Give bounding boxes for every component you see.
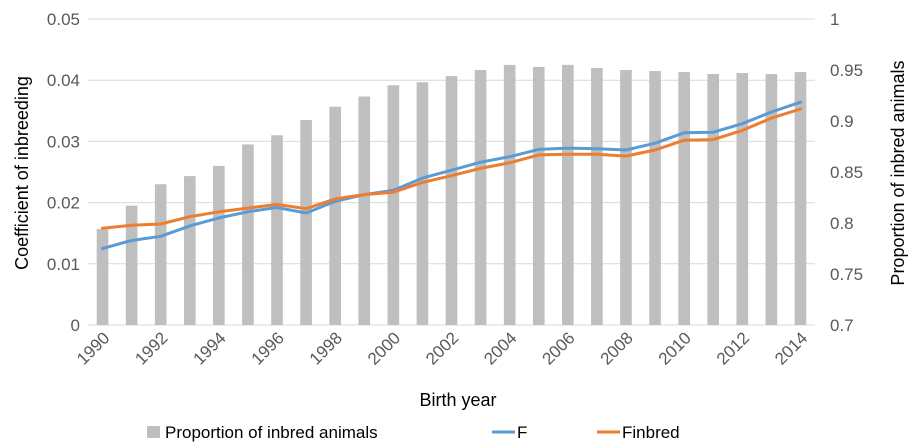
bar xyxy=(358,96,371,326)
bar xyxy=(503,64,516,326)
bar xyxy=(271,135,283,325)
x-tick-label: 2014 xyxy=(771,328,811,368)
bar xyxy=(765,74,778,325)
bar xyxy=(474,70,487,325)
bar xyxy=(242,144,254,325)
bar xyxy=(736,73,749,325)
bar xyxy=(707,74,720,325)
bar xyxy=(532,66,545,325)
y-tick-label-left: 0.02 xyxy=(47,194,80,213)
series-line xyxy=(101,107,802,230)
x-tick-label: 1992 xyxy=(131,328,171,368)
x-tick-label: 1996 xyxy=(248,328,288,368)
right-axis-ticks: 0.7 0.75 0.8 0.85 0.9 0.95 1 xyxy=(830,10,863,335)
y-tick-label-left: 0.05 xyxy=(47,10,80,29)
legend-label-f: F xyxy=(517,423,527,442)
bar xyxy=(213,165,225,325)
bar xyxy=(183,176,196,325)
y-axis-left-title: Coefficient of inbreeding xyxy=(12,76,32,270)
y-tick-label-left: 0 xyxy=(71,316,80,335)
bar xyxy=(445,76,458,326)
line-series xyxy=(101,100,802,250)
bar xyxy=(678,72,690,325)
y-tick-label-right: 0.85 xyxy=(830,163,863,182)
bar xyxy=(649,71,661,326)
x-tick-label: 2012 xyxy=(713,328,753,368)
x-axis-title: Birth year xyxy=(419,390,496,410)
left-axis-ticks: 0 0.01 0.02 0.03 0.04 0.05 xyxy=(47,10,80,335)
x-tick-label: 2004 xyxy=(480,328,520,368)
y-tick-label-left: 0.04 xyxy=(47,71,80,90)
bar xyxy=(329,106,341,325)
y-tick-label-left: 0.01 xyxy=(47,255,80,274)
y-axis-right-title: Proportion of inbred animals xyxy=(888,60,908,285)
bar xyxy=(794,72,807,325)
y-tick-label-right: 0.75 xyxy=(830,265,863,284)
y-tick-label-right: 0.9 xyxy=(830,112,854,131)
bar xyxy=(96,229,109,325)
x-tick-label: 1994 xyxy=(190,328,230,368)
legend: Proportion of inbred animals F Finbred xyxy=(147,423,680,442)
x-tick-label: 2010 xyxy=(655,328,695,368)
series-line xyxy=(101,100,802,250)
y-tick-label-right: 0.95 xyxy=(830,61,863,80)
x-tick-label: 2000 xyxy=(364,328,404,368)
bar xyxy=(562,64,574,326)
x-tick-label: 2002 xyxy=(422,328,462,368)
y-tick-label-right: 0.8 xyxy=(830,214,854,233)
x-tick-label: 2006 xyxy=(538,328,578,368)
bar xyxy=(125,205,138,325)
bar-series xyxy=(96,64,807,326)
legend-swatch-bars xyxy=(147,426,160,438)
x-tick-label: 2008 xyxy=(597,328,637,368)
legend-label-finbred: Finbred xyxy=(622,423,680,442)
bar xyxy=(620,70,632,325)
y-tick-label-left: 0.03 xyxy=(47,132,80,151)
y-tick-label-right: 1 xyxy=(830,10,839,29)
bar xyxy=(300,119,312,325)
x-tick-label: 1998 xyxy=(306,328,346,368)
bar xyxy=(591,67,603,326)
bar xyxy=(387,85,400,325)
legend-label-bars: Proportion of inbred animals xyxy=(165,423,378,442)
x-axis-ticks: 1990 1992 1994 1996 1998 2000 2002 2004 2006 2008… xyxy=(73,328,811,368)
bar xyxy=(154,184,167,325)
y-tick-label-right: 0.7 xyxy=(830,316,854,335)
bar xyxy=(416,82,429,326)
